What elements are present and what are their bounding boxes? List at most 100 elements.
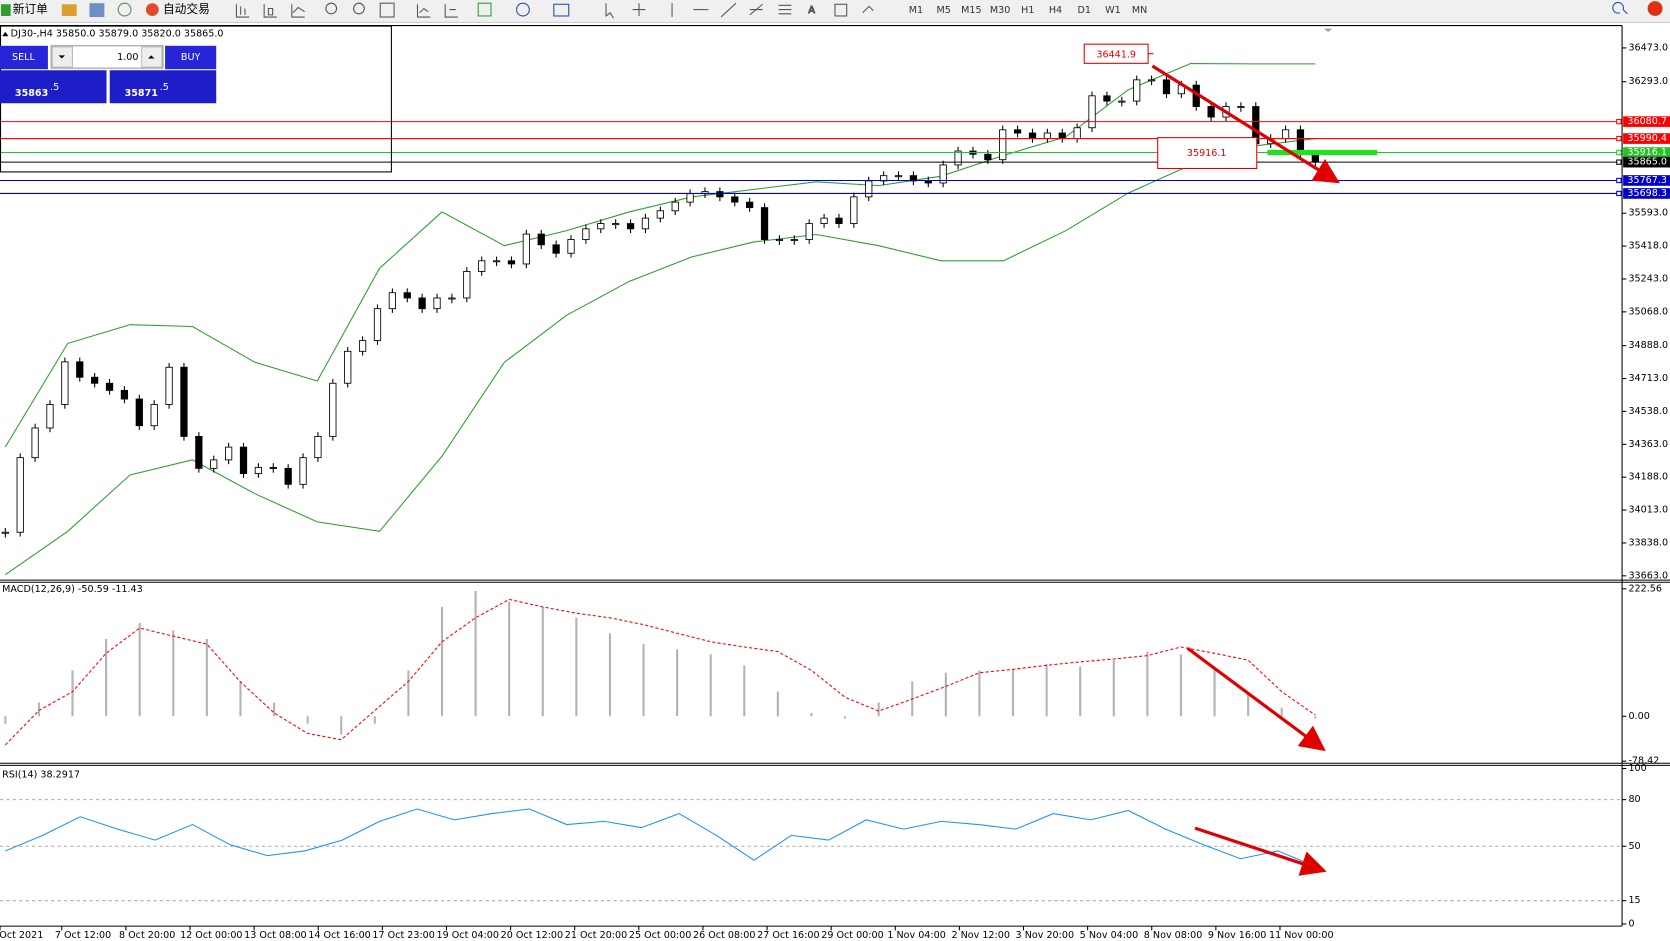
timeframe-button[interactable]: M5 bbox=[936, 5, 950, 16]
price-level-label: 35916.1 bbox=[1627, 147, 1667, 158]
x-tick-label: 17 Oct 23:00 bbox=[372, 930, 434, 941]
x-tick-label: 12 Oct 00:00 bbox=[180, 930, 242, 941]
x-tick-label: 1 Nov 04:00 bbox=[887, 930, 946, 941]
candle bbox=[16, 457, 24, 533]
candle bbox=[686, 193, 694, 203]
candle bbox=[716, 191, 724, 198]
candle bbox=[552, 244, 560, 254]
timeframe-button[interactable]: H1 bbox=[1021, 5, 1034, 16]
timeframe-button[interactable]: D1 bbox=[1077, 5, 1090, 16]
timeframes: M1 M5 M15 M30 H1 H4 D1 W1 MN bbox=[909, 5, 1148, 16]
y-tick-label: 34538.0 bbox=[1628, 406, 1668, 417]
candle bbox=[567, 239, 575, 254]
candle bbox=[329, 382, 337, 437]
icon[interactable] bbox=[117, 2, 132, 17]
candle bbox=[894, 175, 903, 178]
x-tick-label: Oct 2021 bbox=[0, 930, 43, 941]
ask-price: 35871 bbox=[125, 88, 158, 99]
timeframe-button[interactable]: M15 bbox=[961, 5, 981, 16]
sell-button[interactable] bbox=[0, 45, 48, 70]
candle bbox=[120, 389, 129, 400]
auto-trading-button[interactable]: 自动交易 bbox=[145, 2, 210, 16]
y-tick-label: 34888.0 bbox=[1628, 340, 1668, 351]
new-order-button[interactable]: 新订单 bbox=[1, 2, 48, 16]
candle bbox=[463, 271, 471, 299]
x-tick-label: 11 Nov 00:00 bbox=[1269, 930, 1334, 941]
timeframe-button[interactable]: H4 bbox=[1049, 5, 1062, 16]
candle bbox=[1013, 129, 1022, 134]
level-handle bbox=[1616, 149, 1622, 156]
x-tick-label: 9 Nov 16:00 bbox=[1208, 930, 1267, 941]
price-level-label: 35698.3 bbox=[1627, 188, 1667, 199]
plots: 36473.0 36293.0 35593.0 35418.0 35243.0 35068… bbox=[0, 42, 1670, 941]
sell-label: SELL bbox=[12, 52, 35, 63]
y-tick-label: -78.42 bbox=[1628, 756, 1659, 767]
annotation-marker bbox=[1267, 149, 1378, 156]
x-tick-label: 2 Nov 12:00 bbox=[951, 930, 1010, 941]
new-order-label: 新订单 bbox=[13, 2, 48, 16]
timeframe-button[interactable]: MN bbox=[1132, 5, 1147, 16]
candle bbox=[403, 292, 411, 299]
y-tick-label: 34713.0 bbox=[1628, 373, 1668, 384]
trend-arrow bbox=[1186, 646, 1326, 752]
toolbar-icons[interactable]: A bbox=[235, 2, 874, 19]
candle bbox=[373, 308, 382, 342]
x-tick-label: 14 Oct 16:00 bbox=[308, 930, 370, 941]
x-tick-label: 8 Oct 20:00 bbox=[119, 930, 175, 941]
y-tick-label: 80 bbox=[1628, 794, 1640, 805]
x-tick-label: 7 Oct 12:00 bbox=[55, 930, 111, 941]
candle bbox=[775, 239, 784, 242]
buy-button[interactable] bbox=[165, 45, 217, 70]
candle bbox=[850, 196, 858, 224]
timeframe-button[interactable]: M30 bbox=[990, 5, 1010, 16]
timeframe-button[interactable]: W1 bbox=[1105, 5, 1121, 16]
level-handle bbox=[1616, 135, 1622, 142]
y-tick-label: 35068.0 bbox=[1628, 306, 1668, 317]
lots-value: 1.00 bbox=[117, 52, 138, 63]
candle bbox=[984, 153, 992, 161]
candle bbox=[195, 435, 203, 469]
search-icon[interactable] bbox=[1612, 1, 1628, 15]
candle bbox=[91, 376, 99, 384]
y-tick-label: 34188.0 bbox=[1628, 472, 1668, 483]
candle bbox=[210, 459, 218, 469]
candle bbox=[433, 297, 441, 310]
collapse-icon[interactable] bbox=[2, 31, 9, 37]
bid-box[interactable] bbox=[0, 70, 107, 104]
y-tick-label: 35593.0 bbox=[1628, 208, 1668, 219]
candle bbox=[1207, 106, 1215, 118]
candle bbox=[239, 446, 248, 475]
candle bbox=[1043, 132, 1052, 139]
y-tick-label: 100 bbox=[1628, 763, 1646, 774]
candle bbox=[1058, 132, 1066, 139]
x-tick-label: 3 Nov 20:00 bbox=[1016, 930, 1075, 941]
x-tick-label: 26 Oct 08:00 bbox=[693, 930, 755, 941]
ask-box[interactable] bbox=[109, 70, 217, 104]
auto-trading-label: 自动交易 bbox=[163, 2, 210, 16]
y-tick-label: 36293.0 bbox=[1628, 76, 1668, 87]
candle bbox=[61, 361, 69, 405]
lots-input[interactable] bbox=[50, 45, 164, 69]
candle bbox=[865, 180, 873, 198]
x-tick-label: 13 Oct 08:00 bbox=[244, 930, 306, 941]
y-tick-label: 33663.0 bbox=[1628, 570, 1668, 581]
y-tick-label: 0 bbox=[1628, 918, 1634, 929]
x-tick-label: 8 Nov 08:00 bbox=[1144, 930, 1203, 941]
candle bbox=[180, 366, 188, 437]
notification-icon[interactable] bbox=[1647, 1, 1663, 16]
timeframe-button[interactable]: M1 bbox=[909, 5, 923, 16]
candle bbox=[1, 531, 9, 534]
y-tick-label: 222.56 bbox=[1628, 583, 1662, 594]
candle bbox=[954, 150, 962, 166]
price-level-label: 35865.0 bbox=[1627, 157, 1667, 168]
trend-arrow bbox=[1194, 826, 1327, 876]
icon[interactable] bbox=[61, 4, 77, 16]
candle bbox=[507, 260, 516, 265]
candle bbox=[656, 210, 664, 219]
x-tick-label: 21 Oct 20:00 bbox=[565, 930, 627, 941]
y-tick-label: 50 bbox=[1628, 841, 1640, 852]
candle bbox=[746, 201, 754, 209]
level-handle bbox=[1616, 190, 1622, 197]
icon[interactable] bbox=[89, 3, 105, 18]
